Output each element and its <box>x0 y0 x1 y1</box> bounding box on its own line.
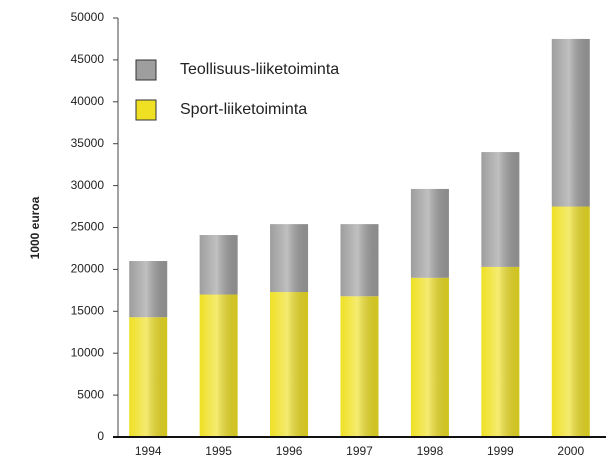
y-tick-label: 0 <box>97 429 104 443</box>
bar-shine <box>551 206 590 437</box>
y-tick-label: 30000 <box>71 178 105 192</box>
y-tick-label: 10000 <box>71 345 105 359</box>
bar-shine <box>481 266 520 437</box>
bar-shine <box>410 277 449 437</box>
bar-shine <box>481 152 520 267</box>
x-tick-label: 1997 <box>346 444 373 458</box>
x-tick-label: 1996 <box>276 444 303 458</box>
bar-shine <box>270 292 309 437</box>
legend-text: Sport-liiketoiminta <box>180 101 307 118</box>
y-tick-label: 15000 <box>71 303 105 317</box>
x-tick-label: 1999 <box>487 444 514 458</box>
bar-shine <box>270 224 309 293</box>
x-tick-label: 1994 <box>135 444 162 458</box>
bar-shine <box>129 261 168 318</box>
y-tick-label: 25000 <box>71 220 105 234</box>
y-tick-label: 40000 <box>71 94 105 108</box>
bar-shine <box>410 188 449 278</box>
bar-shine <box>340 296 379 437</box>
bar-shine <box>340 224 379 297</box>
y-tick-label: 35000 <box>71 136 105 150</box>
bar-shine <box>199 235 238 295</box>
x-tick-label: 1995 <box>205 444 232 458</box>
bar-shine <box>199 294 238 437</box>
legend-swatch <box>135 59 157 81</box>
x-tick-label: 1998 <box>417 444 444 458</box>
y-tick-label: 50000 <box>71 10 105 24</box>
y-axis-label: 1000 euroa <box>28 196 42 259</box>
y-tick-label: 5000 <box>77 387 104 401</box>
legend-text: Teollisuus-liiketoiminta <box>180 61 339 78</box>
legend-swatch <box>135 99 157 121</box>
y-tick-label: 45000 <box>71 52 105 66</box>
x-tick-label: 2000 <box>557 444 584 458</box>
bar-shine <box>129 317 168 437</box>
bar-shine <box>551 38 590 207</box>
y-tick-label: 20000 <box>71 262 105 276</box>
